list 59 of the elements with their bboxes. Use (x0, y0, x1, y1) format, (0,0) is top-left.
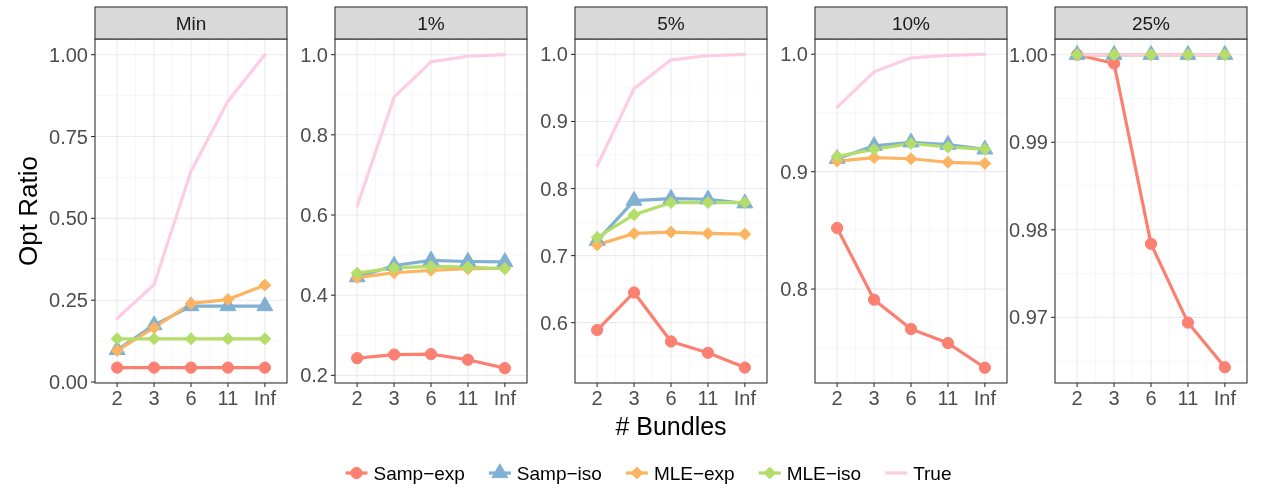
x-tick-label: 3 (1108, 387, 1120, 409)
y-tick-label: 1.00 (49, 43, 88, 66)
x-tick-label: Inf (253, 387, 277, 409)
chart-title: 10% (891, 12, 931, 34)
y-tick-label: 0.7 (540, 244, 568, 267)
y-tick-label: 0.8 (540, 177, 568, 200)
x-tick-label: Inf (1213, 387, 1237, 409)
y-tick-label: 0.25 (49, 289, 88, 312)
x-tick-label: 6 (425, 387, 437, 409)
chart-title: 1% (417, 12, 445, 34)
y-tick-label: 0.8 (780, 278, 808, 301)
x-tick-label: 2 (1071, 387, 1083, 409)
x-tick-label: 6 (185, 387, 197, 409)
x-tick-label: 3 (388, 387, 400, 409)
y-tick-label: 0.2 (300, 364, 328, 387)
x-tick-label: Inf (493, 387, 517, 409)
x-tick-label: 2 (831, 387, 843, 409)
x-tick-label: 11 (217, 387, 239, 409)
x-tick-label: 2 (591, 387, 603, 409)
x-tick-label: 2 (111, 387, 123, 409)
y-tick-label: 0.9 (780, 160, 808, 183)
y-axis-title: Opt Ratio (13, 156, 43, 266)
y-tick-label: 0.00 (49, 371, 88, 394)
chart-title: 25% (1131, 12, 1171, 34)
legend-label: Samp−iso (516, 462, 602, 484)
x-tick-label: 3 (628, 387, 640, 409)
x-tick-label: 3 (148, 387, 160, 409)
x-tick-label: 11 (697, 387, 719, 409)
x-tick-label: 11 (1177, 387, 1199, 409)
legend-label: True (913, 462, 952, 484)
x-tick-label: 11 (457, 387, 479, 409)
x-tick-label: 6 (1145, 387, 1157, 409)
x-tick-label: 6 (665, 387, 677, 409)
y-tick-label: 0.4 (300, 284, 328, 307)
y-tick-label: 1.0 (780, 43, 808, 66)
y-tick-label: 0.98 (1009, 218, 1048, 241)
x-tick-label: 11 (937, 387, 959, 409)
legend-label: MLE−iso (786, 462, 862, 484)
y-tick-label: 0.6 (300, 204, 328, 227)
legend-label: MLE−exp (653, 462, 735, 484)
y-tick-label: 0.6 (540, 311, 568, 334)
x-tick-label: Inf (733, 387, 757, 409)
y-tick-label: 0.9 (540, 110, 568, 133)
y-tick-label: 1.0 (540, 43, 568, 66)
x-axis-title: # Bundles (615, 412, 727, 440)
x-tick-label: 3 (868, 387, 880, 409)
x-tick-label: 2 (351, 387, 363, 409)
y-tick-label: 1.0 (300, 43, 328, 66)
y-tick-label: 0.50 (49, 207, 88, 230)
chart-title: 5% (657, 12, 685, 34)
y-tick-label: 0.99 (1009, 131, 1048, 154)
x-tick-label: 6 (905, 387, 917, 409)
y-tick-label: 0.75 (49, 125, 88, 148)
chart-title: Min (175, 12, 207, 34)
x-tick-label: Inf (973, 387, 997, 409)
y-tick-label: 0.97 (1009, 306, 1048, 329)
legend-label: Samp−exp (373, 462, 465, 484)
y-tick-label: 0.8 (300, 123, 328, 146)
y-tick-label: 1.00 (1009, 43, 1048, 66)
